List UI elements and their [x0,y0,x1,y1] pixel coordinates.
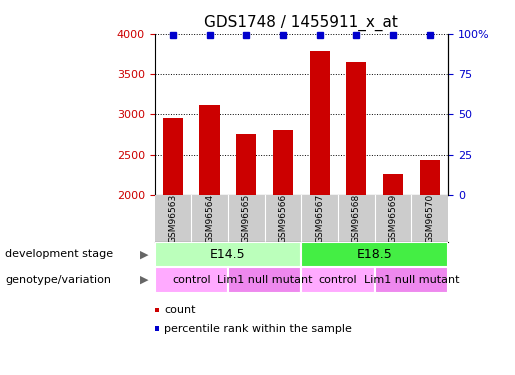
Bar [375,267,448,292]
Bar [346,62,366,195]
Bar [273,130,293,195]
Text: Lim1 null mutant: Lim1 null mutant [217,275,312,285]
Bar [154,242,301,267]
Bar [163,118,183,195]
Text: GSM96570: GSM96570 [425,194,434,243]
Text: ▶: ▶ [140,275,148,285]
Bar [154,267,228,292]
Bar [301,242,448,267]
Bar [310,51,330,195]
Text: Lim1 null mutant: Lim1 null mutant [364,275,459,285]
Text: control: control [319,275,357,285]
Bar [236,134,256,195]
Bar [301,267,375,292]
Text: ▶: ▶ [140,249,148,259]
Bar [420,160,440,195]
Text: GSM96566: GSM96566 [279,194,287,243]
Text: control: control [172,275,211,285]
Bar [383,174,403,195]
Text: E14.5: E14.5 [210,248,246,261]
Text: GSM96567: GSM96567 [315,194,324,243]
Title: GDS1748 / 1455911_x_at: GDS1748 / 1455911_x_at [204,15,398,31]
Text: GSM96563: GSM96563 [168,194,177,243]
Text: GSM96564: GSM96564 [205,194,214,243]
Text: GSM96568: GSM96568 [352,194,361,243]
Text: genotype/variation: genotype/variation [5,275,111,285]
Text: percentile rank within the sample: percentile rank within the sample [164,324,352,333]
Text: development stage: development stage [5,249,113,259]
Text: count: count [164,305,196,315]
Bar [228,267,301,292]
Text: E18.5: E18.5 [357,248,392,261]
Text: GSM96565: GSM96565 [242,194,251,243]
Bar [199,105,219,195]
Text: GSM96569: GSM96569 [388,194,398,243]
